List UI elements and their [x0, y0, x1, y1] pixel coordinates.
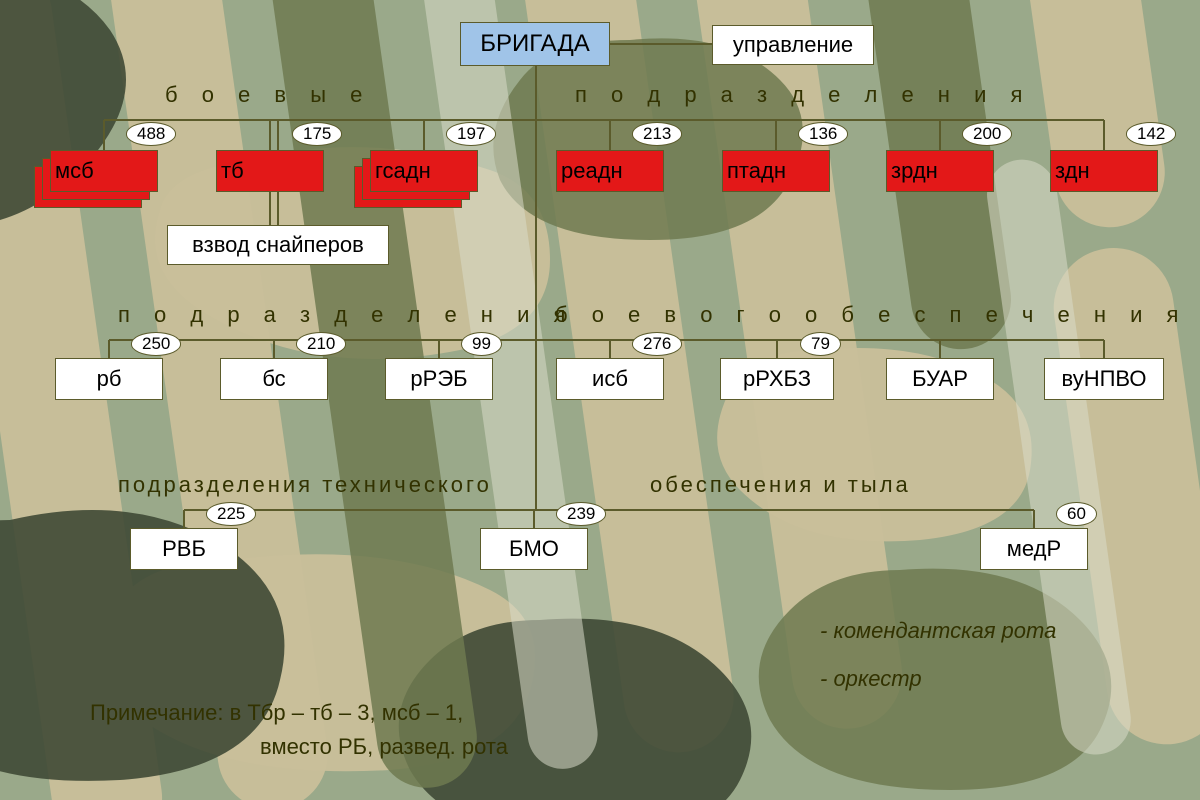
section-label-combat-left: б о е в ы е — [165, 82, 371, 108]
management-node: управление — [712, 25, 874, 65]
footnote-line1: Примечание: в Тбр – тб – 3, мсб – 1, — [90, 700, 463, 726]
node-buar: БУАР — [886, 358, 994, 400]
section-label-support-left: п о д р а з д е л е н и я — [118, 302, 574, 328]
node-bs: бс — [220, 358, 328, 400]
section-label-logistics-right: обеспечения и тыла — [650, 472, 911, 498]
badge-readn: 213 — [632, 122, 682, 146]
node-tb: тб — [216, 150, 324, 192]
badge-tb: 175 — [292, 122, 342, 146]
badge-zdn: 142 — [1126, 122, 1176, 146]
section-label-logistics-left: подразделения технического — [118, 472, 492, 498]
badge-rrhbz: 79 — [800, 332, 841, 356]
node-medr: медР — [980, 528, 1088, 570]
node-gsadn: гсадн — [370, 150, 478, 192]
node-rreb: рРЭБ — [385, 358, 493, 400]
badge-gsadn: 197 — [446, 122, 496, 146]
extra-note-0: - комендантская рота — [820, 618, 1056, 644]
node-zrdn: зрдн — [886, 150, 994, 192]
sniper-node: взвод снайперов — [167, 225, 389, 265]
extra-note-1: - оркестр — [820, 666, 922, 692]
badge-rreb: 99 — [461, 332, 502, 356]
node-zdn: здн — [1050, 150, 1158, 192]
badge-medr: 60 — [1056, 502, 1097, 526]
section-label-combat-right: п о д р а з д е л е н и я — [575, 82, 1031, 108]
badge-ptadn: 136 — [798, 122, 848, 146]
node-vunpvo: вуНПВО — [1044, 358, 1164, 400]
node-ptadn: птадн — [722, 150, 830, 192]
node-rrhbz: рРХБЗ — [720, 358, 834, 400]
badge-msb: 488 — [126, 122, 176, 146]
badge-zrdn: 200 — [962, 122, 1012, 146]
badge-bs: 210 — [296, 332, 346, 356]
node-bmo: БМО — [480, 528, 588, 570]
node-rb: рб — [55, 358, 163, 400]
content-layer: БРИГАДА управление взвод снайперов Приме… — [0, 0, 1200, 800]
badge-isb: 276 — [632, 332, 682, 356]
badge-bmo: 239 — [556, 502, 606, 526]
section-label-support-right: б о е в о г о о б е с п е ч е н и я — [555, 302, 1187, 328]
node-msb: мсб — [50, 150, 158, 192]
node-readn: реадн — [556, 150, 664, 192]
connector-lines — [0, 0, 1200, 800]
footnote-line2: вместо РБ, развед. рота — [260, 734, 508, 760]
badge-rvb: 225 — [206, 502, 256, 526]
node-isb: исб — [556, 358, 664, 400]
root-node: БРИГАДА — [460, 22, 610, 66]
badge-rb: 250 — [131, 332, 181, 356]
node-rvb: РВБ — [130, 528, 238, 570]
